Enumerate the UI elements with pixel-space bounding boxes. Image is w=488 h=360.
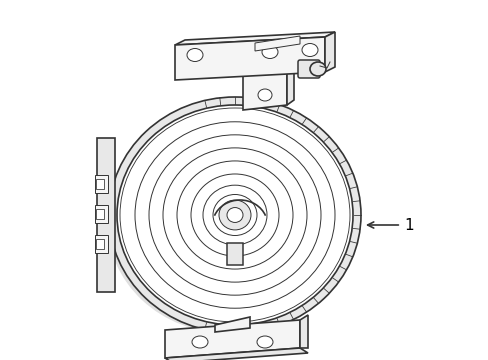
FancyBboxPatch shape (96, 209, 104, 219)
Polygon shape (286, 36, 293, 105)
Polygon shape (175, 37, 325, 80)
Polygon shape (175, 32, 334, 45)
FancyBboxPatch shape (97, 138, 115, 292)
FancyBboxPatch shape (96, 239, 104, 249)
Ellipse shape (302, 44, 317, 57)
FancyBboxPatch shape (226, 243, 243, 265)
Ellipse shape (258, 89, 271, 101)
Polygon shape (325, 32, 334, 72)
Ellipse shape (114, 104, 353, 328)
Ellipse shape (113, 104, 352, 329)
Ellipse shape (262, 45, 278, 59)
Ellipse shape (257, 336, 272, 348)
FancyBboxPatch shape (95, 235, 107, 253)
Polygon shape (164, 320, 299, 358)
Ellipse shape (110, 107, 349, 331)
Polygon shape (243, 42, 286, 110)
Polygon shape (299, 315, 307, 348)
FancyBboxPatch shape (95, 205, 107, 223)
Polygon shape (254, 36, 299, 51)
Ellipse shape (186, 49, 203, 62)
Ellipse shape (108, 108, 347, 332)
Ellipse shape (109, 97, 360, 333)
Polygon shape (215, 317, 249, 332)
Ellipse shape (219, 200, 250, 230)
Ellipse shape (117, 105, 352, 325)
FancyBboxPatch shape (95, 175, 107, 193)
Ellipse shape (226, 208, 243, 222)
Ellipse shape (112, 105, 351, 329)
Ellipse shape (109, 108, 348, 332)
Text: 1: 1 (367, 217, 413, 233)
Ellipse shape (107, 109, 346, 333)
FancyBboxPatch shape (297, 60, 319, 78)
Ellipse shape (192, 336, 207, 348)
Polygon shape (164, 348, 307, 360)
FancyBboxPatch shape (96, 179, 104, 189)
Ellipse shape (309, 62, 325, 76)
Ellipse shape (258, 59, 271, 71)
Ellipse shape (111, 106, 350, 330)
